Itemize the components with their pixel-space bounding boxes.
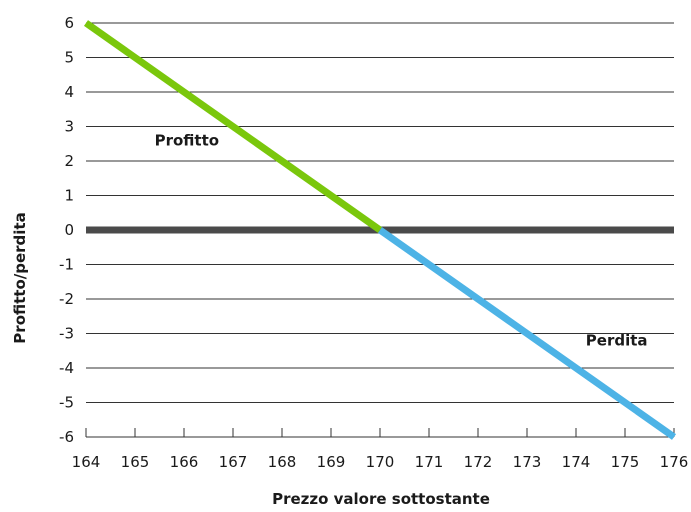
y-tick-label: 1 — [64, 187, 74, 205]
x-tick-label: 170 — [366, 453, 395, 471]
x-tick-label: 172 — [464, 453, 493, 471]
y-tick-label: -6 — [59, 428, 74, 446]
y-tick-label: -5 — [59, 394, 74, 412]
x-tick-label: 166 — [170, 453, 199, 471]
y-tick-label: -4 — [59, 359, 74, 377]
y-tick-label: -3 — [59, 325, 74, 343]
y-tick-label: 5 — [64, 49, 74, 67]
x-tick-label: 175 — [611, 453, 640, 471]
y-tick-labels: 6 5 4 3 2 1 0 -1 -2 -3 -4 -5 -6 — [59, 14, 74, 446]
annotations: Profitto Perdita — [155, 131, 648, 349]
series-lines — [83, 20, 677, 440]
x-tick-label: 169 — [317, 453, 346, 471]
series-line-0 — [83, 20, 383, 233]
y-tick-label: 6 — [64, 14, 74, 32]
x-tick-label: 167 — [219, 453, 248, 471]
x-tick-labels: 164 165 166 167 168 169 170 171 172 173 174 175 176 — [72, 428, 689, 471]
y-tick-label: -1 — [59, 256, 74, 274]
x-tick-label: 173 — [513, 453, 542, 471]
y-tick-label: 2 — [64, 152, 74, 170]
series-line-1 — [377, 227, 677, 440]
x-tick-label: 176 — [660, 453, 689, 471]
x-tick-label: 168 — [268, 453, 297, 471]
y-axis-title: Profitto/perdita — [11, 212, 29, 343]
x-axis-title: Prezzo valore sottostante — [272, 490, 490, 508]
annotation-label: Profitto — [155, 131, 219, 149]
x-tick-label: 171 — [415, 453, 444, 471]
y-tick-label: 3 — [64, 118, 74, 136]
y-tick-label: -2 — [59, 290, 74, 308]
y-tick-label: 0 — [64, 221, 74, 239]
x-tick-label: 165 — [121, 453, 150, 471]
x-tick-label: 174 — [562, 453, 591, 471]
annotation-label: Perdita — [586, 332, 648, 350]
y-tick-label: 4 — [64, 83, 74, 101]
x-tick-label: 164 — [72, 453, 101, 471]
